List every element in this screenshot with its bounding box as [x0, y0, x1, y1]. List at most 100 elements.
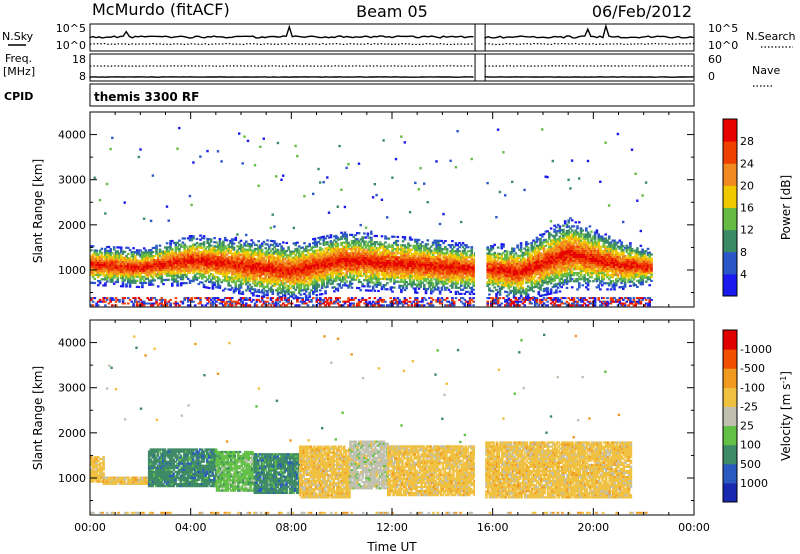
power-cell — [438, 274, 442, 277]
power-cell — [109, 280, 112, 283]
power-cell — [151, 259, 155, 262]
power-cell — [178, 239, 181, 242]
power-cell — [382, 273, 385, 276]
power-cell — [394, 243, 398, 247]
power-cell — [322, 280, 326, 283]
power-cell — [396, 302, 400, 305]
power-cell — [363, 302, 366, 305]
power-cell — [378, 298, 382, 301]
power-cell — [245, 273, 248, 276]
power-cell — [116, 250, 119, 253]
power-cell — [273, 246, 276, 249]
power-cell — [424, 279, 428, 282]
power-cell — [280, 271, 283, 274]
power-cell — [273, 270, 276, 273]
power-cell — [357, 264, 361, 267]
power-cell — [412, 256, 415, 260]
power-cell — [266, 281, 269, 285]
power-cell — [275, 279, 278, 282]
power-cell — [391, 274, 394, 277]
power-cell — [153, 279, 156, 282]
power-cell — [463, 256, 467, 259]
power-cell — [412, 244, 415, 247]
power-cell — [172, 274, 176, 277]
power-cell — [356, 274, 359, 277]
power-cell — [250, 285, 253, 289]
power-cell — [386, 249, 389, 252]
power-cell — [405, 298, 408, 301]
power-cell — [495, 270, 498, 273]
power-cell — [282, 251, 285, 254]
power-cell — [262, 263, 266, 266]
power-cell — [493, 286, 496, 289]
power-cell — [264, 289, 267, 292]
power-cell — [382, 265, 385, 268]
power-cell — [430, 251, 433, 254]
power-cell — [275, 266, 278, 270]
power-cell — [208, 274, 211, 277]
power-cell — [178, 251, 181, 254]
power-cell — [319, 256, 322, 259]
power-cell — [322, 258, 326, 261]
power-cell — [458, 260, 461, 263]
power-cell — [312, 297, 315, 300]
power-cell — [227, 300, 230, 303]
power-cell — [445, 262, 449, 265]
power-cell — [158, 260, 162, 263]
power-cell — [303, 288, 306, 291]
power-cell — [100, 270, 104, 273]
power-cell — [280, 298, 283, 301]
power-cell — [282, 276, 285, 279]
power-cell — [134, 267, 137, 270]
power-cell — [248, 265, 252, 268]
power-cell — [206, 258, 209, 261]
power-cell — [401, 280, 405, 283]
power-cell — [465, 252, 468, 255]
power-cell — [336, 302, 340, 305]
power-cell — [90, 304, 93, 307]
power-cell — [338, 276, 341, 279]
power-cell — [375, 271, 378, 274]
power-cell — [172, 278, 176, 281]
power-cell — [363, 270, 366, 274]
power-cell — [294, 294, 297, 297]
power-cell — [359, 246, 363, 249]
power-cell — [179, 259, 183, 263]
power-cell — [440, 264, 444, 267]
power-cell — [312, 284, 315, 287]
power-cell — [468, 297, 472, 300]
power-cell — [424, 269, 428, 272]
power-cell — [424, 253, 428, 256]
power-cell — [253, 278, 257, 281]
power-cell — [139, 269, 142, 272]
power-cell — [317, 236, 320, 240]
power-cell — [208, 246, 211, 249]
power-cell — [146, 257, 149, 260]
power-cell — [393, 286, 396, 289]
power-cell — [417, 238, 421, 242]
power-cell — [276, 302, 280, 305]
power-cell — [488, 269, 491, 272]
power-cell — [430, 280, 433, 283]
power-cell — [394, 274, 398, 277]
power-cell — [408, 281, 412, 284]
power-cell — [442, 252, 445, 255]
power-cell — [285, 276, 289, 279]
power-cell — [343, 247, 347, 250]
power-cell — [299, 257, 303, 260]
power-cell — [243, 244, 246, 247]
power-cell — [398, 260, 401, 263]
power-cell — [155, 269, 158, 272]
power-cell — [202, 263, 206, 266]
power-cell — [229, 288, 232, 291]
power-cell — [458, 270, 461, 273]
power-cell — [176, 264, 179, 267]
power-cell — [370, 232, 373, 235]
power-cell — [504, 280, 507, 283]
power-cell — [438, 300, 442, 303]
power-cell — [451, 302, 454, 305]
power-cell — [139, 261, 142, 264]
power-cell — [148, 302, 151, 305]
power-cell — [386, 274, 389, 277]
power-cell — [229, 260, 232, 263]
